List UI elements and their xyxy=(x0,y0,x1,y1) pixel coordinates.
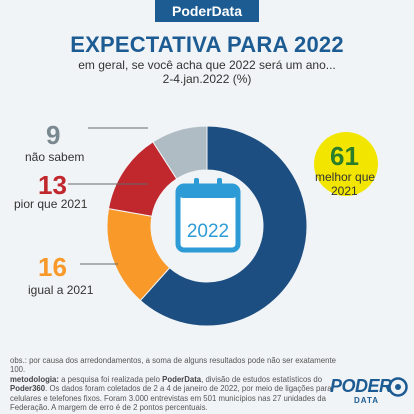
logo-mark-icon xyxy=(388,377,408,397)
chart-title: EXPECTATIVA PARA 2022 xyxy=(70,32,344,57)
logo-sub: DATA xyxy=(354,396,380,405)
highlight-circle xyxy=(314,132,378,196)
label-igual: igual a 2021 xyxy=(28,283,94,297)
footnote-obs: obs.: por causa dos arredondamentos, a s… xyxy=(10,356,336,375)
metodologia-text1: a pesquisa foi realizada pelo xyxy=(58,374,163,384)
label-melhor-line1: melhor que xyxy=(315,170,376,184)
brand-tab: PoderData xyxy=(155,0,259,22)
calendar-year-text: 2022 xyxy=(187,221,229,242)
label-melhor-line2: 2021 xyxy=(331,184,358,198)
metodologia-poder360: Poder360 xyxy=(10,384,46,394)
value-nao-sabem: 9 xyxy=(46,120,61,150)
logo-word: PODER xyxy=(330,376,392,396)
chart-subtitle: em geral, se você acha que 2022 será um … xyxy=(78,58,336,72)
footnote-metodologia: metodologia: a pesquisa foi realizada pe… xyxy=(10,375,340,413)
metodologia-poderdata: PoderData xyxy=(162,374,202,384)
value-melhor: 61 xyxy=(330,141,359,171)
chart-date: 2-4.jan.2022 (%) xyxy=(162,72,252,86)
metodologia-text2: , divisão de estudos estatísticos do xyxy=(201,374,323,384)
label-pior: pior que 2021 xyxy=(14,197,88,211)
label-nao-sabem: não sabem xyxy=(25,150,85,164)
metodologia-text3: . Os dados foram coletados de 2 a 4 de j… xyxy=(10,384,332,413)
poderdata-logo: PODER DATA xyxy=(330,374,410,410)
metodologia-label: metodologia: xyxy=(10,374,59,384)
value-igual: 16 xyxy=(38,252,67,282)
footnote: obs.: por causa dos arredondamentos, a s… xyxy=(10,356,340,412)
calendar-icon: 2022 xyxy=(175,178,241,253)
value-pior: 13 xyxy=(38,170,67,200)
